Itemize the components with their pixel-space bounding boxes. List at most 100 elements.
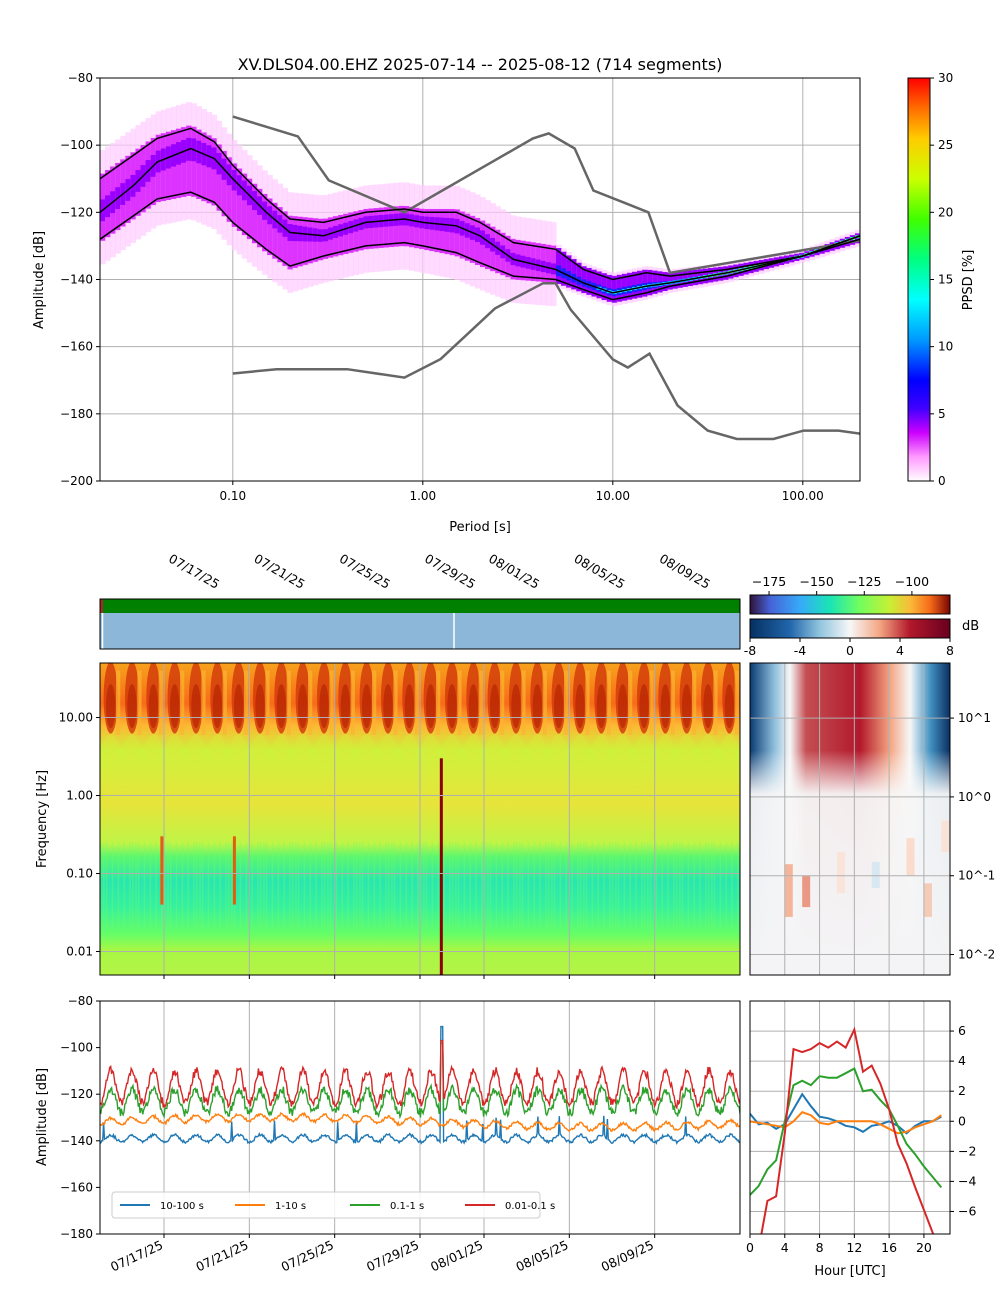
- timeseries-xtick-label: 08/09/25: [599, 1237, 656, 1274]
- spectrogram-ripple: [679, 842, 681, 929]
- spectrogram-daily-core: [425, 684, 436, 729]
- spectrogram-ripple: [295, 842, 297, 929]
- colorbar-unit-label: dB: [962, 619, 979, 634]
- spectrogram-quiet-gap: [649, 670, 654, 735]
- ppsd-density-band: [409, 206, 415, 248]
- spectrogram-ripple: [423, 842, 425, 929]
- spectrogram-ripple: [379, 842, 381, 929]
- spectrogram-daily-mid: [401, 734, 417, 763]
- band-diurnal-xlabel: Hour [UTC]: [814, 1264, 885, 1279]
- timeseries-xtick-label: 07/17/25: [108, 1237, 165, 1274]
- ppsd-density-band: [257, 188, 263, 248]
- diurnal-cell: [784, 864, 793, 917]
- diurnal-ytick-label: 10^0: [958, 790, 991, 804]
- spectrogram-ripple: [667, 842, 669, 929]
- spectrogram-ripple: [355, 842, 358, 929]
- spectrogram-ripple: [707, 842, 710, 929]
- spectrogram-ripple: [705, 842, 707, 929]
- spectrogram-quiet-gap: [265, 670, 270, 735]
- ppsd-density-band: [241, 173, 248, 236]
- timeseries-ytick-label: −80: [68, 994, 93, 1008]
- spectrogram-daily-core: [212, 684, 223, 729]
- spectrogram-ytick-label: 0.10: [66, 867, 93, 881]
- spectrogram-ripple: [167, 842, 169, 929]
- ppsd-ytick-label: −120: [60, 205, 93, 219]
- spectrogram-ripple: [737, 842, 739, 929]
- ppsd-density-band: [363, 208, 370, 250]
- spectrogram-daily-core: [511, 684, 521, 729]
- ppsd-ytick-label: −160: [60, 340, 93, 354]
- diurnal-cell: [906, 838, 915, 876]
- spectrogram-daily-mid: [593, 734, 609, 763]
- spectrogram-daily-core: [617, 684, 628, 729]
- band-diurnal-line-3: [760, 1026, 935, 1234]
- spectrogram-daily-mid: [231, 734, 247, 763]
- spectrogram-ripple: [579, 842, 582, 929]
- spectrogram-quiet-gap: [436, 670, 441, 735]
- spectrogram-daily-mid: [444, 734, 460, 763]
- spectrogram-ripple: [361, 842, 364, 929]
- spectrogram-ripple: [391, 842, 393, 929]
- band-diurnal-ytick-label: 4: [958, 1053, 966, 1068]
- spectrogram-ripple: [547, 842, 550, 929]
- ppsd-nhnm-line: [232, 115, 860, 275]
- availability-start-marker: [100, 599, 103, 613]
- spectrogram-daily-core: [553, 684, 564, 729]
- timeseries-ytick-label: −160: [60, 1180, 93, 1194]
- spectrogram-ripple: [591, 842, 594, 929]
- ppsd-ytick-label: −180: [60, 407, 93, 421]
- spectrogram-ripple: [385, 842, 387, 929]
- spectrogram-ripple: [483, 842, 486, 929]
- spectrogram-daily-core: [169, 684, 180, 729]
- band-diurnal-axes: 0 4 8 12 16 20 −6 −4 −2 0 2 4 6: [746, 1023, 976, 1255]
- spectrogram-daily-core: [404, 684, 415, 729]
- ppsd-density-band: [282, 211, 289, 266]
- spectrogram-ripple: [551, 842, 553, 929]
- spectrogram-ripple: [419, 842, 422, 929]
- spectrogram-ripple: [100, 842, 102, 929]
- top-date-label: 08/09/25: [657, 551, 713, 592]
- spectrogram-ripple: [251, 842, 254, 929]
- spectrogram-ripple: [271, 842, 274, 929]
- ppsd-xtick-label: 1.00: [409, 489, 436, 503]
- spectrogram-ripple: [399, 842, 402, 929]
- ppsd-density-band: [267, 198, 273, 256]
- spectrogram-ripple: [199, 842, 201, 929]
- spectrogram-ripple: [431, 842, 434, 929]
- ppsd-density-band: [368, 208, 375, 249]
- diurnal-cell: [923, 883, 932, 917]
- spectrogram-daily-mid: [572, 734, 588, 763]
- data-availability-bar: [100, 599, 740, 613]
- spectrogram-daily-mid: [423, 734, 439, 763]
- spectrogram-daily-mid: [145, 734, 161, 763]
- spectrogram-ripple: [571, 842, 573, 929]
- spectrogram-daily-core: [724, 684, 735, 729]
- band-diurnal-ytick-label: −6: [958, 1203, 976, 1218]
- spectrogram-daily-mid: [551, 734, 567, 763]
- ppsd-density-band: [277, 207, 283, 263]
- spectrogram-ripple: [437, 842, 440, 929]
- availability-frame: [99, 598, 741, 650]
- spectrogram-ripple: [283, 842, 286, 929]
- spectrogram-daily-mid: [337, 734, 353, 763]
- spectrogram-ripple: [699, 842, 701, 929]
- spectrogram-daily-mid: [252, 734, 268, 763]
- spectrogram-ytick-label: 10.00: [59, 711, 93, 725]
- spectrogram-ripple: [187, 842, 190, 929]
- spectrogram-quiet-gap: [713, 670, 718, 735]
- spectrogram-ripple: [463, 842, 466, 929]
- spectrogram-daily-core: [681, 684, 692, 729]
- diurnal-grid: [749, 663, 950, 975]
- timeseries-line-1: [100, 1111, 740, 1133]
- band-diurnal-xtick-label: 4: [781, 1240, 789, 1255]
- spectrogram-daily-core: [148, 684, 159, 729]
- spectrogram-quiet-gap: [308, 670, 313, 735]
- diurnal-cell: [871, 861, 880, 888]
- spectrogram-ripple: [495, 842, 498, 929]
- diurnal-spectrogram-panel: 10^-2 10^-1 10^0 10^1: [749, 662, 995, 976]
- diurnal-colorbar: [749, 618, 951, 639]
- spectrogram-daily-core: [127, 684, 137, 729]
- spectrogram-event: [232, 836, 236, 905]
- spectrogram-quiet-gap: [521, 670, 526, 735]
